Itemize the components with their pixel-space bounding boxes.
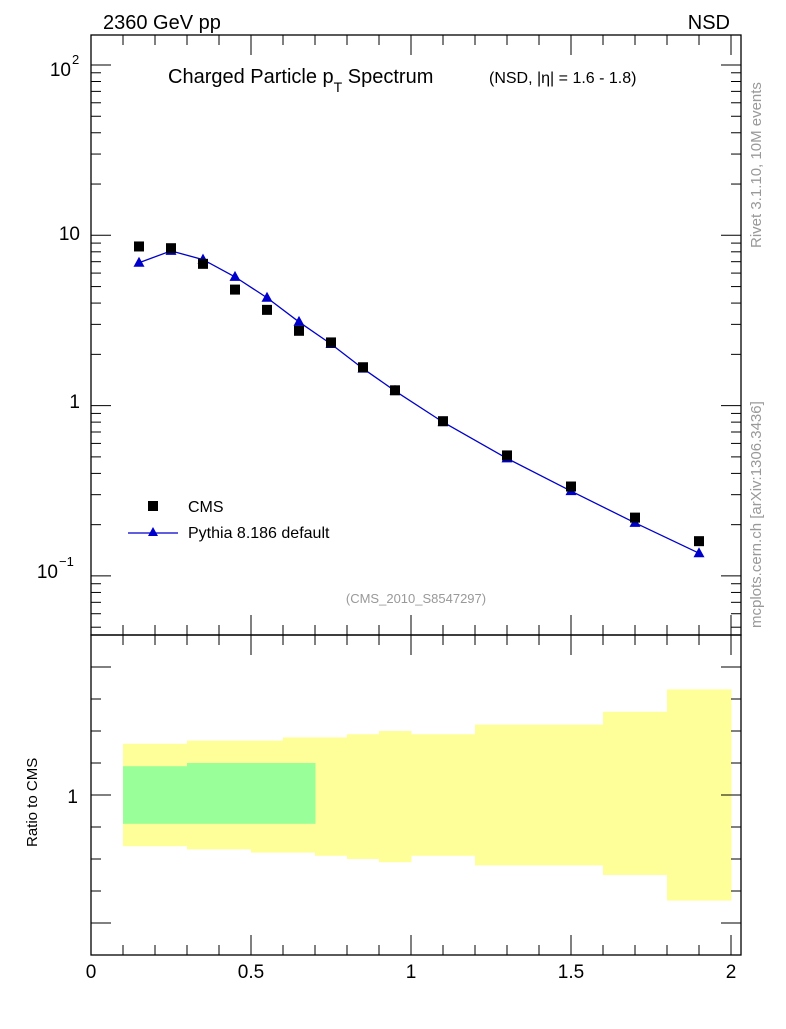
- mc-ratio-band-bin: [219, 763, 252, 824]
- chart-title-main: Charged Particle p: [168, 66, 334, 88]
- main-plot-frame: [90, 34, 742, 636]
- mc-ratio-band-bin: [283, 763, 316, 824]
- xtick-label-1: 1: [406, 962, 417, 983]
- ratio-bands: [123, 689, 732, 901]
- ratio-ylabel: Ratio to CMS: [24, 758, 41, 847]
- chart-title: Charged Particle pT Spectrum: [168, 66, 433, 95]
- analysis-id: (CMS_2010_S8547297): [346, 591, 486, 606]
- ytick-label-01: 10: [37, 562, 58, 583]
- data-series: [134, 241, 704, 547]
- mc-point: [293, 315, 305, 326]
- mcplots-label: mcplots.cern.ch [arXiv:1306.3436]: [748, 401, 765, 628]
- mc-point: [133, 256, 145, 267]
- cms-point: [134, 241, 144, 252]
- cms-point: [390, 385, 400, 396]
- chart-title-paren: (NSD, |η| = 1.6 - 1.8): [489, 70, 636, 87]
- header-left: 2360 GeV pp: [103, 12, 221, 34]
- ytick-label-100-base: 10: [50, 60, 71, 81]
- mc-point: [229, 270, 241, 281]
- cms-point: [198, 258, 208, 269]
- data-uncertainty-band-bin: [379, 731, 412, 863]
- legend: CMS Pythia 8.186 default: [128, 499, 330, 542]
- legend-marker-cms: [148, 501, 158, 511]
- cms-point: [262, 304, 272, 315]
- ytick-label-01-exp: −1: [59, 554, 74, 569]
- data-uncertainty-band-bin: [603, 711, 668, 875]
- xtick-label-0: 0: [86, 962, 97, 983]
- ratio-axis-ticks: [90, 635, 741, 955]
- ytick-label-100-exp: 2: [72, 52, 79, 67]
- cms-point: [294, 325, 304, 336]
- mc-ratio-band-bin: [155, 766, 188, 824]
- header-right: NSD: [688, 12, 730, 34]
- xtick-label-1.5: 1.5: [558, 962, 584, 983]
- data-uncertainty-band-bin: [315, 737, 348, 856]
- mc-ratio-band-bin: [187, 763, 220, 824]
- ytick-label-10: 10: [59, 224, 80, 245]
- mc-line: [138, 250, 700, 554]
- cms-point: [358, 362, 368, 373]
- chart-title-tail: Spectrum: [342, 66, 433, 88]
- legend-label-cms: CMS: [188, 499, 224, 516]
- ytick-label-01-base: 10: [37, 562, 58, 583]
- cms-point: [438, 416, 448, 427]
- ytick-label-1: 1: [69, 392, 80, 413]
- rivet-label: Rivet 3.1.10, 10M events: [748, 82, 765, 248]
- legend-label-mc: Pythia 8.186 default: [188, 525, 330, 542]
- data-uncertainty-band-bin: [347, 734, 380, 859]
- mc-point: [261, 291, 273, 302]
- data-uncertainty-band-bin: [475, 724, 540, 866]
- xtick-label-2: 2: [726, 962, 737, 983]
- xtick-label-0.5: 0.5: [238, 962, 264, 983]
- ytick-label-100: 10: [50, 60, 71, 81]
- mc-point: [693, 547, 705, 558]
- data-uncertainty-band-bin: [667, 689, 732, 901]
- data-uncertainty-band-bin: [539, 724, 604, 866]
- cms-point: [326, 337, 336, 348]
- mc-ratio-band-bin: [251, 763, 284, 824]
- legend-marker-mc: [148, 527, 158, 536]
- chart-title-sub: T: [334, 79, 343, 95]
- main-axis-ticks: [90, 35, 741, 635]
- mc-ratio-band-bin: [123, 766, 156, 824]
- ratio-ytick-label-1: 1: [67, 787, 78, 808]
- cms-point: [502, 450, 512, 461]
- cms-point: [630, 512, 640, 523]
- cms-point: [694, 536, 704, 547]
- cms-point: [566, 481, 576, 492]
- cms-point: [166, 243, 176, 254]
- data-uncertainty-band-bin: [411, 734, 476, 856]
- cms-point: [230, 284, 240, 295]
